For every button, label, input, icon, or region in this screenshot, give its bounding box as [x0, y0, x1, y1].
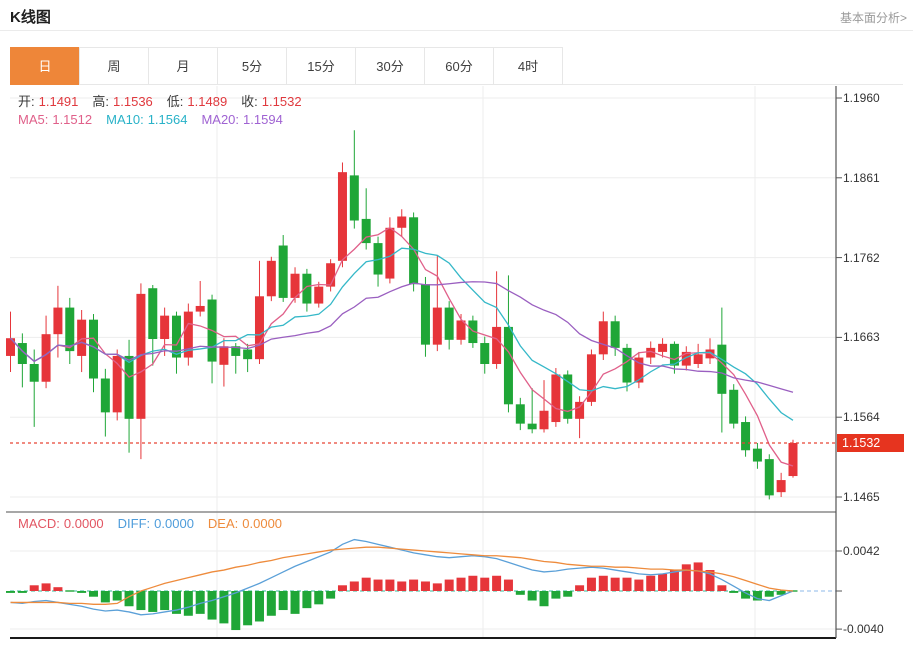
- legend-value: 0.0000: [154, 516, 194, 531]
- legend-value: 1.1536: [113, 94, 153, 109]
- legend-value: 1.1489: [187, 94, 228, 109]
- tab-30min[interactable]: 30分: [355, 47, 425, 85]
- tab-week[interactable]: 周: [79, 47, 149, 85]
- price-axis-label: 1.1861: [843, 170, 880, 185]
- header: K线图 基本面分析>: [0, 0, 913, 31]
- page-title: K线图: [10, 9, 51, 26]
- tab-60min[interactable]: 60分: [424, 47, 494, 85]
- legend-value: 1.1491: [38, 94, 79, 109]
- ma10-line: [10, 247, 794, 421]
- legend-label: 高:: [92, 94, 110, 109]
- macd-bars-layer: [6, 562, 798, 631]
- ma5-line: [10, 226, 794, 467]
- diff-line: [10, 538, 794, 616]
- ma-legend: MA5: 1.1512 MA10: 1.1564 MA20: 1.1594: [18, 112, 297, 127]
- tab-5min[interactable]: 5分: [217, 47, 287, 85]
- dea-line: [10, 546, 794, 605]
- legend-value: 1.1532: [261, 94, 302, 109]
- legend-label: DIFF:: [117, 516, 151, 531]
- legend-value: 1.1564: [147, 112, 188, 127]
- legend-label: MA10:: [106, 112, 144, 127]
- price-axis-label: 1.1762: [843, 250, 880, 265]
- legend-value: 0.0000: [63, 516, 104, 531]
- macd-legend: MACD: 0.0000 DIFF: 0.0000 DEA: 0.0000: [18, 516, 296, 531]
- tab-15min[interactable]: 15分: [286, 47, 356, 85]
- period-tabs: 日周月 5分 15分 30分 60分 4时: [10, 47, 563, 85]
- price-axis-label: 1.1465: [843, 490, 880, 504]
- legend-label: MA20:: [201, 112, 240, 127]
- legend-label: 开:: [18, 94, 35, 109]
- macd-axis-label: 0.0042: [843, 543, 880, 558]
- fundamental-analysis-link[interactable]: 基本面分析>: [839, 11, 907, 25]
- ohlc-legend: 开: 1.1491 高: 1.1536 低: 1.1489 收: 1.1532: [18, 91, 316, 110]
- ma20-line: [10, 281, 794, 393]
- macd-axis-label: -0.0040: [843, 622, 884, 637]
- legend-label: 收:: [241, 94, 258, 109]
- legend-value: 1.1512: [52, 112, 93, 127]
- price-axis-label: 1.1960: [843, 91, 880, 105]
- legend-label: MA5:: [18, 112, 49, 127]
- last-price-badge: 1.1532: [837, 433, 904, 452]
- legend-label: MACD:: [18, 516, 60, 531]
- tab-4hour[interactable]: 4时: [493, 47, 563, 85]
- legend-value: 0.0000: [242, 516, 283, 531]
- legend-value: 1.1594: [243, 112, 283, 127]
- tab-month[interactable]: 月: [148, 47, 218, 85]
- tab-day[interactable]: 日: [10, 47, 80, 85]
- price-axis-label: 1.1663: [843, 330, 880, 345]
- legend-label: DEA:: [207, 516, 239, 531]
- price-axis-label: 1.1564: [843, 410, 880, 425]
- legend-label: 低:: [166, 94, 184, 109]
- candles-layer: [6, 130, 798, 500]
